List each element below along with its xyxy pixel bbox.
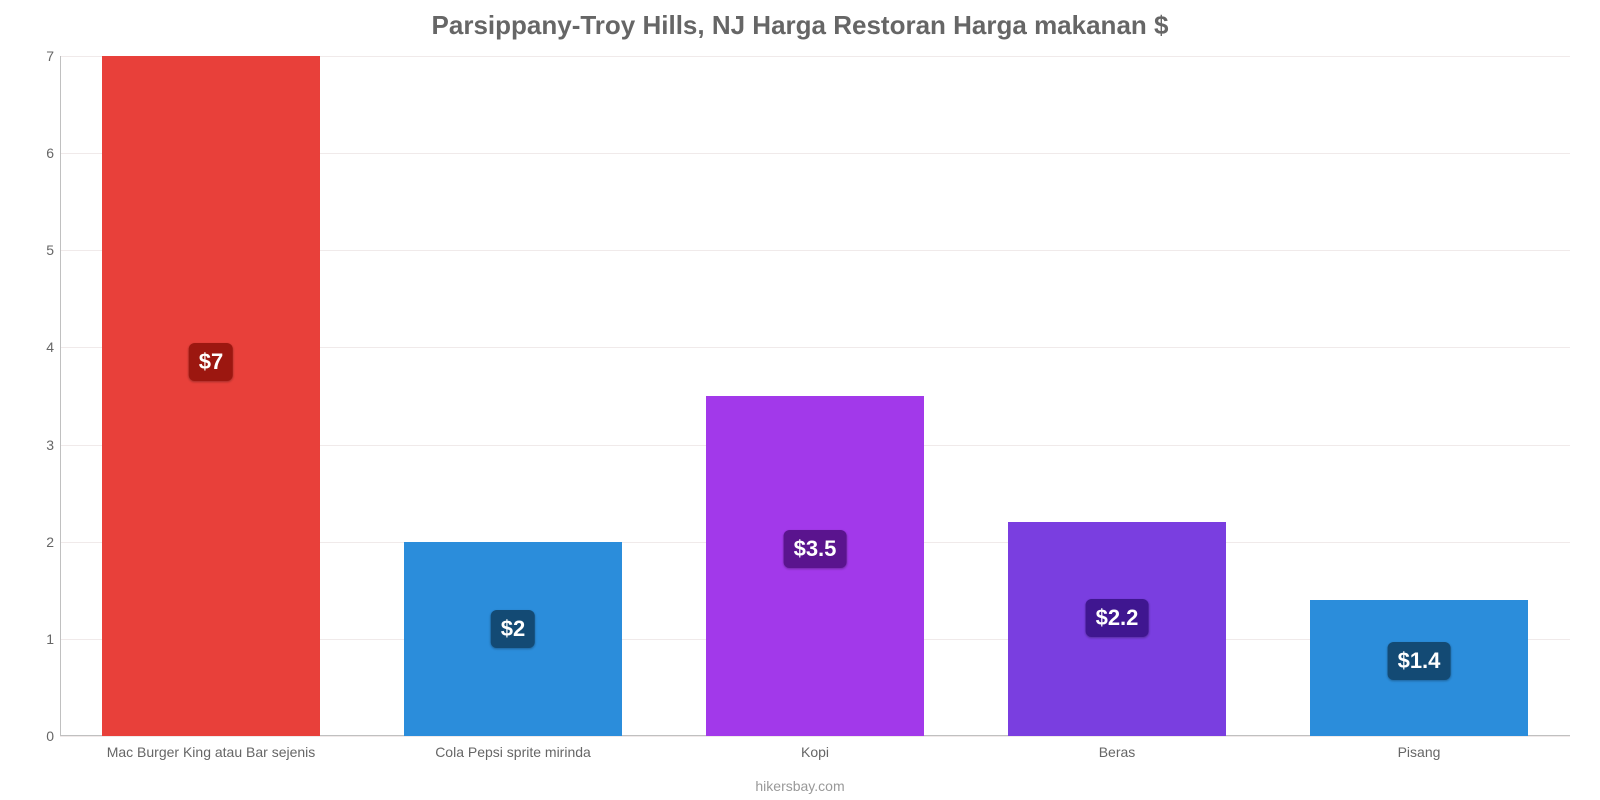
y-tick-label: 2 xyxy=(10,534,54,550)
y-tick-label: 4 xyxy=(10,339,54,355)
value-badge: $7 xyxy=(189,343,233,381)
y-axis-line xyxy=(60,56,61,736)
chart-credit: hikersbay.com xyxy=(0,778,1600,794)
x-tick-label: Mac Burger King atau Bar sejenis xyxy=(60,744,362,760)
value-badge: $2.2 xyxy=(1086,599,1149,637)
price-bar-chart: Parsippany-Troy Hills, NJ Harga Restoran… xyxy=(0,0,1600,800)
bar xyxy=(102,56,319,736)
y-tick-label: 7 xyxy=(10,48,54,64)
x-tick-label: Pisang xyxy=(1268,744,1570,760)
y-tick-label: 5 xyxy=(10,242,54,258)
x-tick-label: Cola Pepsi sprite mirinda xyxy=(362,744,664,760)
y-tick-label: 6 xyxy=(10,145,54,161)
y-tick-label: 3 xyxy=(10,437,54,453)
y-tick-label: 1 xyxy=(10,631,54,647)
x-tick-label: Kopi xyxy=(664,744,966,760)
y-tick-label: 0 xyxy=(10,728,54,744)
gridline xyxy=(60,736,1570,737)
value-badge: $2 xyxy=(491,610,535,648)
x-tick-label: Beras xyxy=(966,744,1268,760)
chart-title: Parsippany-Troy Hills, NJ Harga Restoran… xyxy=(0,10,1600,41)
value-badge: $3.5 xyxy=(784,530,847,568)
value-badge: $1.4 xyxy=(1388,642,1451,680)
plot-area: 01234567$7Mac Burger King atau Bar sejen… xyxy=(60,56,1570,736)
